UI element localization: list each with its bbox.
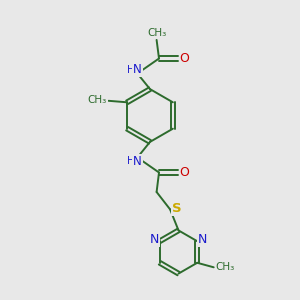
Text: H: H — [127, 156, 134, 166]
Text: H: H — [127, 65, 134, 75]
Text: CH₃: CH₃ — [215, 262, 235, 272]
Text: S: S — [172, 202, 182, 215]
Text: CH₃: CH₃ — [147, 28, 166, 38]
Text: N: N — [150, 233, 159, 246]
Text: N: N — [133, 63, 142, 76]
Text: N: N — [133, 154, 142, 168]
Text: O: O — [180, 52, 189, 65]
Text: O: O — [180, 166, 189, 179]
Text: CH₃: CH₃ — [88, 95, 107, 105]
Text: N: N — [198, 233, 207, 246]
